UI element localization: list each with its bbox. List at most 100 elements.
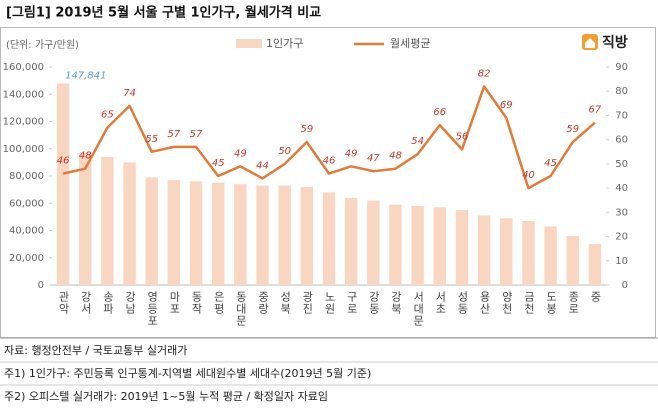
x-tick-label: 서초 — [434, 291, 447, 315]
x-tick-label: 성북 — [279, 291, 292, 315]
y2-tick-label: 30 — [615, 207, 628, 218]
logo-house — [585, 38, 595, 48]
bar — [500, 218, 513, 285]
bar — [389, 204, 402, 285]
bar — [455, 210, 469, 285]
legend-label: 월세평균 — [390, 37, 430, 50]
y-tick-label: 0 — [38, 280, 44, 291]
y2-tick-label: 50 — [615, 159, 628, 170]
x-tick-label: 종로 — [567, 291, 580, 315]
line-value-label: 69 — [500, 100, 513, 111]
bar — [522, 220, 535, 285]
y-tick-label: 20,000 — [9, 253, 44, 264]
line-value-label: 67 — [589, 105, 602, 116]
x-tick-label: 송파 — [101, 291, 114, 315]
y2-tick-label: 10 — [615, 256, 628, 267]
x-tick-label: 중 — [589, 291, 602, 303]
bar — [101, 156, 114, 285]
line-value-label: 56 — [456, 131, 469, 142]
y2-tick-label: 20 — [615, 232, 628, 243]
y2-tick-label: 40 — [615, 183, 628, 194]
x-tick-label: 강북 — [389, 291, 402, 315]
y-tick-label: 160,000 — [3, 62, 44, 73]
x-tick-label: 성동 — [456, 291, 469, 315]
line-value-label: 45 — [544, 158, 557, 169]
y2-tick-label: 60 — [615, 135, 628, 146]
footnote: 자료: 행정안전부 / 국토교통부 실거래가 — [4, 344, 187, 357]
bar — [411, 205, 424, 285]
line — [62, 85, 596, 190]
logo-text: 직방 — [602, 34, 628, 51]
line-value-label: 49 — [345, 148, 358, 159]
y-tick-label: 100,000 — [3, 144, 44, 155]
bar — [344, 197, 358, 285]
bar — [145, 177, 158, 285]
line-value-label: 46 — [323, 156, 336, 167]
bar — [322, 192, 336, 285]
x-tick-label: 영등포 — [146, 291, 159, 327]
bar — [189, 181, 203, 285]
y-tick-label: 140,000 — [3, 89, 44, 100]
x-tick-label: 강동 — [367, 291, 380, 315]
y-tick-label: 120,000 — [3, 117, 44, 128]
x-tick-label: 마포 — [168, 291, 181, 315]
line-value-label: 45 — [212, 158, 225, 169]
line-value-label: 55 — [145, 134, 158, 145]
x-tick-label: 동대문 — [234, 291, 247, 327]
legend-label: 1인가구 — [266, 37, 303, 50]
x-tick-label: 중랑 — [257, 291, 270, 315]
line-value-label: 65 — [101, 110, 114, 121]
line-value-label: 50 — [278, 146, 291, 157]
footnote: 주1) 1인가구: 주민등록 인구통계-지역별 세대원수별 세대수(2019년 … — [4, 367, 371, 380]
bar — [79, 152, 92, 285]
line-value-label: 48 — [79, 151, 92, 162]
bar — [123, 162, 136, 285]
x-tick-label: 은평 — [212, 291, 225, 315]
y2-tick-label: 80 — [615, 86, 628, 97]
line-value-label: 74 — [123, 88, 136, 99]
bar — [367, 200, 380, 285]
bar — [477, 215, 491, 285]
line-value-label: 57 — [190, 129, 203, 140]
unit-label: (단위: 가구/만원) — [6, 38, 79, 51]
x-tick-label: 관악 — [57, 291, 70, 315]
bar — [300, 186, 314, 285]
line-value-label: 82 — [478, 68, 491, 79]
x-tick-label: 동작 — [190, 291, 203, 315]
y2-tick-label: 70 — [615, 110, 628, 121]
line-value-label: 44 — [256, 160, 269, 171]
x-tick-label: 광진 — [301, 291, 314, 315]
bar — [167, 180, 181, 285]
line-value-label: 66 — [433, 107, 446, 118]
bar — [56, 83, 70, 285]
logo: 직방 — [582, 34, 628, 51]
bar — [544, 226, 557, 285]
line-value-label: 46 — [57, 156, 70, 167]
x-tick-label: 강남 — [124, 291, 137, 315]
line-value-label: 59 — [300, 124, 313, 135]
bar-value-label: 147,841 — [65, 71, 106, 82]
y-tick-label: 40,000 — [9, 226, 44, 237]
bar — [588, 244, 602, 285]
line-value-label: 48 — [389, 151, 402, 162]
x-tick-label: 도봉 — [545, 291, 558, 315]
y2-tick-label: 90 — [615, 62, 628, 73]
x-tick-label: 구로 — [345, 291, 358, 315]
x-tick-label: 용산 — [478, 291, 491, 315]
legend-swatch — [236, 39, 262, 48]
chart-title: [그림1] 2019년 5월 서울 구별 1인가구, 월세가격 비교 — [6, 5, 321, 21]
bar — [211, 182, 225, 285]
line-value-label: 59 — [566, 124, 579, 135]
x-tick-label: 강서 — [79, 291, 92, 315]
x-tick-label: 금천 — [522, 291, 535, 315]
y-tick-label: 80,000 — [9, 171, 44, 182]
x-tick-label: 노원 — [323, 291, 336, 315]
line-value-label: 49 — [234, 148, 247, 159]
bar — [278, 185, 291, 285]
line-value-label: 40 — [522, 170, 535, 181]
x-tick-label: 양천 — [500, 291, 513, 315]
line-value-label: 57 — [168, 129, 181, 140]
footnote: 주2) 오피스텔 실거래가: 2019년 1~5월 누적 평균 / 확정일자 자… — [4, 389, 328, 403]
